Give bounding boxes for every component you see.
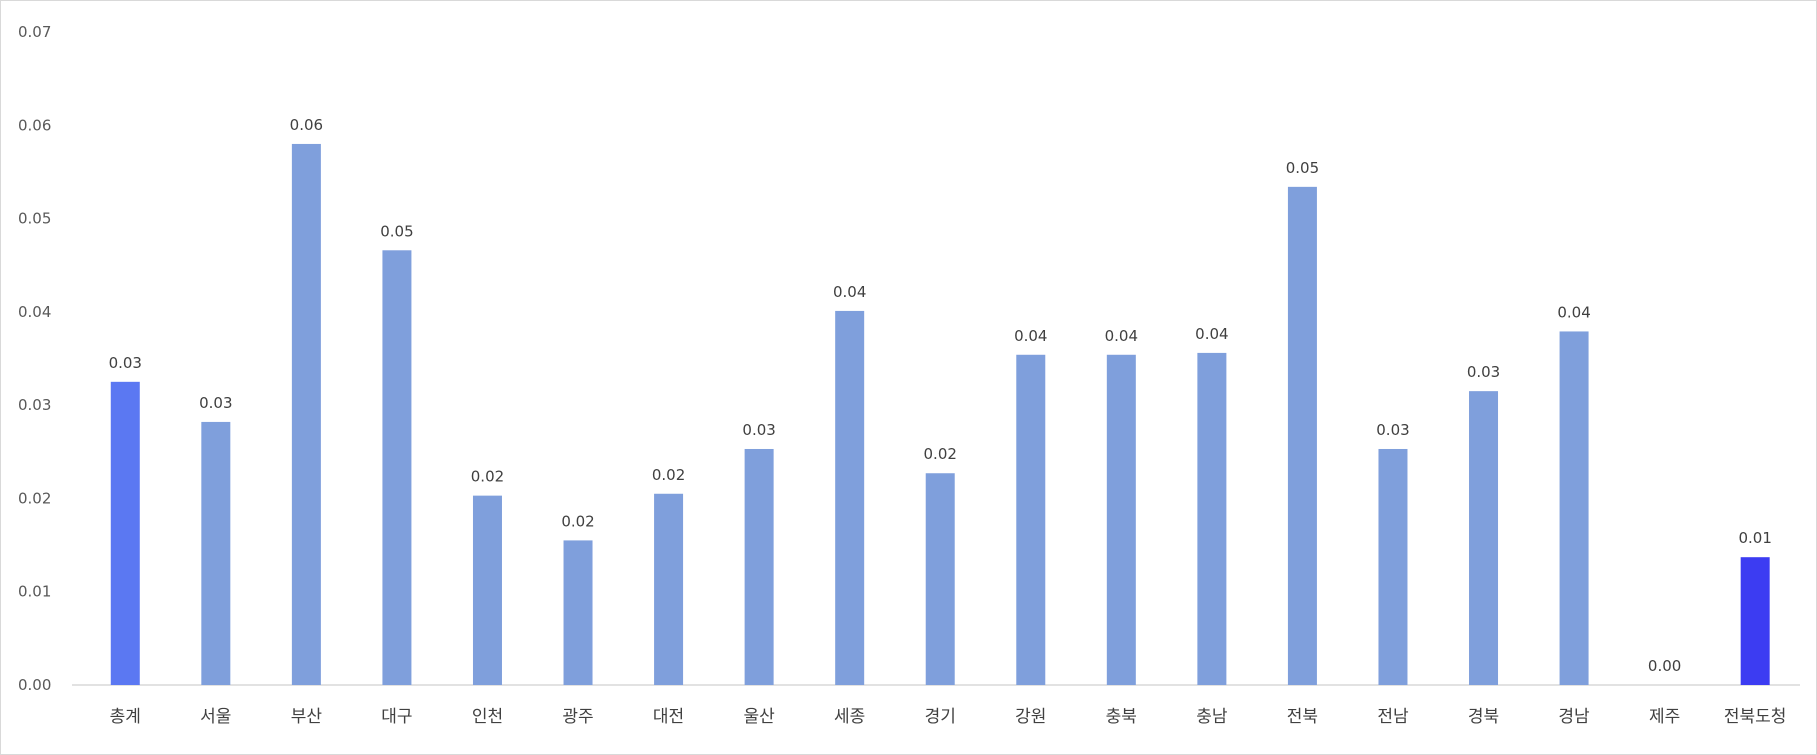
data-label: 0.03	[1467, 363, 1500, 381]
x-tick-label: 제주	[1649, 707, 1680, 727]
data-label: 0.03	[1376, 421, 1409, 439]
bar	[1287, 186, 1317, 685]
x-tick-label: 전북	[1287, 707, 1318, 727]
data-label: 0.04	[1105, 327, 1138, 345]
x-tick-label: 광주	[562, 707, 593, 727]
bar-series	[110, 143, 1770, 685]
y-tick-label: 0.01	[18, 583, 51, 601]
data-label: 0.03	[742, 421, 775, 439]
y-axis: 0.00 0.01 0.02 0.03 0.04 0.05 0.06 0.07	[18, 23, 51, 694]
data-label: 0.00	[1648, 657, 1681, 675]
bar	[1106, 354, 1136, 685]
x-tick-label: 경기	[925, 707, 956, 727]
bar	[201, 421, 231, 685]
bar	[1197, 352, 1227, 685]
x-tick-label: 전북도청	[1724, 707, 1787, 727]
bar	[291, 143, 321, 685]
data-label: 0.02	[652, 466, 685, 484]
bar	[1016, 354, 1046, 685]
data-label: 0.04	[833, 283, 866, 301]
bar	[110, 381, 140, 685]
x-tick-label: 충북	[1106, 707, 1137, 727]
bar	[835, 310, 865, 685]
bar	[1378, 448, 1408, 685]
x-tick-label: 대구	[381, 707, 412, 727]
data-label: 0.05	[1286, 159, 1319, 177]
x-tick-label: 울산	[743, 707, 775, 727]
y-tick-label: 0.03	[18, 396, 51, 414]
y-tick-label: 0.07	[18, 23, 51, 41]
bar	[382, 250, 412, 685]
y-tick-label: 0.02	[18, 489, 51, 507]
x-tick-label: 대전	[653, 707, 684, 727]
x-tick-label: 경북	[1468, 707, 1499, 727]
data-label: 0.04	[1557, 303, 1590, 321]
x-tick-label: 세종	[834, 707, 865, 727]
y-tick-label: 0.06	[18, 116, 51, 134]
y-tick-label: 0.00	[18, 676, 51, 694]
bar	[472, 495, 502, 685]
data-label: 0.04	[1014, 327, 1047, 345]
data-label: 0.03	[199, 394, 232, 412]
bar	[1559, 331, 1589, 685]
x-tick-label: 인천	[472, 707, 503, 727]
data-label: 0.04	[1195, 325, 1228, 343]
bar	[1469, 391, 1499, 685]
data-label: 0.02	[561, 512, 594, 530]
data-label: 0.03	[109, 354, 142, 372]
x-tick-label: 총계	[110, 707, 141, 727]
data-labels: 0.03 0.03 0.06 0.05 0.02 0.02 0.02 0.03 0.04 0.02…	[109, 116, 1772, 675]
data-label: 0.05	[380, 222, 413, 240]
data-label: 0.01	[1738, 529, 1771, 547]
y-tick-label: 0.05	[18, 210, 51, 228]
y-tick-label: 0.04	[18, 303, 51, 321]
bar	[654, 493, 684, 685]
x-tick-label: 강원	[1015, 707, 1046, 727]
data-label: 0.02	[471, 468, 504, 486]
x-tick-label: 경남	[1558, 707, 1590, 727]
x-tick-label: 충남	[1196, 707, 1228, 727]
bar	[563, 540, 593, 685]
data-label: 0.02	[924, 445, 957, 463]
bar	[1740, 557, 1770, 685]
x-tick-label: 서울	[200, 707, 231, 727]
bar	[744, 448, 774, 685]
bar	[925, 473, 955, 685]
x-tick-label: 부산	[291, 707, 323, 727]
x-tick-label: 전남	[1377, 707, 1409, 727]
data-label: 0.06	[290, 116, 323, 134]
x-axis: 총계 서울 부산 대구 인천 광주 대전 울산 세종 경기 강원 충북 충남 전북 전남 경북 경남 제주 전북도청	[110, 707, 1787, 727]
